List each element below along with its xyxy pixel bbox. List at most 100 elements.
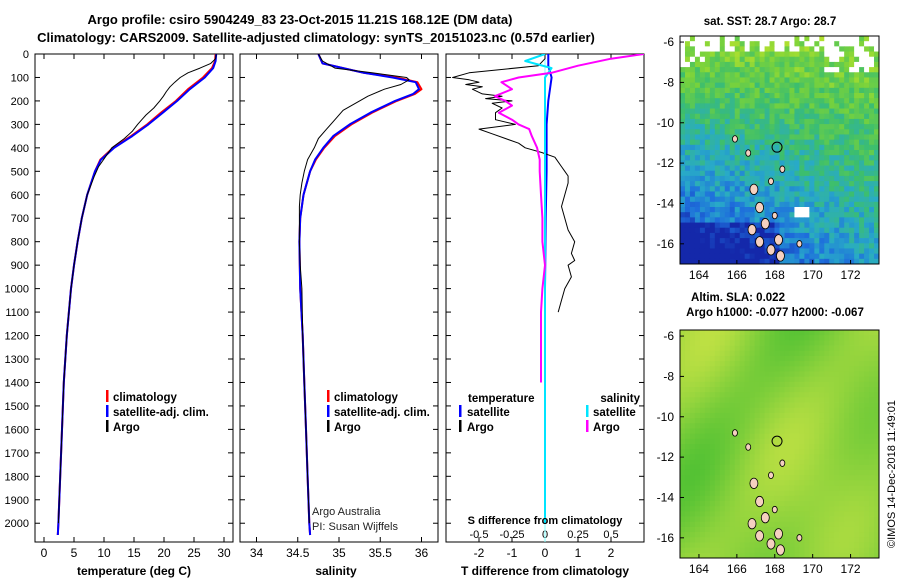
map-cell bbox=[789, 108, 795, 115]
map-cell bbox=[854, 103, 860, 109]
map-cell bbox=[874, 361, 879, 367]
map-cell bbox=[724, 459, 731, 466]
map-cell bbox=[739, 170, 746, 177]
map-cell bbox=[680, 51, 686, 58]
map-cell bbox=[769, 521, 775, 528]
map-cell bbox=[819, 330, 825, 336]
map-cell bbox=[794, 41, 800, 47]
map-cell bbox=[729, 526, 736, 533]
map-cell bbox=[709, 98, 716, 104]
map-cell bbox=[874, 547, 879, 554]
map-cell bbox=[859, 129, 865, 135]
map-cell bbox=[724, 67, 731, 73]
map-cell bbox=[834, 521, 840, 528]
map-cell bbox=[759, 160, 765, 166]
map-cell bbox=[799, 36, 805, 42]
map-cell bbox=[734, 532, 741, 538]
map-cell bbox=[769, 501, 775, 507]
map-cell bbox=[839, 402, 845, 409]
map-cell bbox=[874, 418, 879, 424]
map-cell bbox=[779, 454, 785, 460]
map-cell bbox=[789, 186, 795, 192]
map-cell bbox=[794, 542, 800, 549]
map-cell bbox=[714, 232, 721, 239]
map-cell bbox=[779, 428, 785, 435]
map-cell bbox=[779, 355, 785, 362]
map-cell bbox=[709, 381, 716, 388]
map-cell bbox=[714, 526, 721, 533]
map-cell bbox=[769, 361, 775, 367]
map-cell bbox=[729, 361, 736, 367]
map-cell bbox=[699, 82, 706, 89]
map-cell bbox=[799, 423, 805, 429]
map-cell bbox=[869, 134, 875, 141]
map-cell bbox=[809, 67, 815, 73]
map-cell bbox=[799, 526, 805, 533]
island bbox=[747, 224, 757, 236]
map-cell bbox=[789, 552, 795, 558]
map-cell bbox=[839, 46, 845, 52]
legend-swatch-t-satellite bbox=[459, 405, 462, 417]
map-cell bbox=[734, 181, 741, 187]
map-cell bbox=[724, 454, 731, 460]
map-cell bbox=[799, 46, 805, 52]
map-cell bbox=[699, 67, 706, 73]
map-cell bbox=[694, 150, 701, 156]
map-cell bbox=[809, 201, 815, 208]
map-cell bbox=[734, 495, 741, 502]
map-cell bbox=[699, 170, 706, 177]
map-cell bbox=[789, 542, 795, 549]
map-cell bbox=[724, 501, 731, 507]
map-cell bbox=[819, 139, 825, 146]
map-cell bbox=[759, 196, 765, 203]
map-cell bbox=[844, 150, 850, 156]
map-cell bbox=[759, 56, 765, 63]
map-cell bbox=[864, 51, 870, 58]
map-cell bbox=[809, 495, 815, 502]
map-cell bbox=[794, 469, 800, 476]
map-cell bbox=[804, 407, 810, 414]
map-cell bbox=[784, 506, 790, 512]
map-cell bbox=[749, 464, 756, 471]
map-cell bbox=[774, 469, 780, 476]
map-cell bbox=[874, 330, 879, 336]
map-cell bbox=[874, 222, 879, 229]
map-cell bbox=[704, 170, 711, 177]
map-cell bbox=[844, 444, 850, 450]
map-cell bbox=[784, 67, 790, 73]
map-cell bbox=[764, 253, 770, 260]
map-cell bbox=[689, 397, 696, 403]
map-cell bbox=[734, 521, 741, 528]
map-cell bbox=[819, 113, 825, 120]
map-cell bbox=[759, 227, 765, 234]
map-cell bbox=[779, 485, 785, 492]
map-cell bbox=[754, 227, 761, 234]
map-cell bbox=[849, 330, 855, 336]
legend-swatch-argo bbox=[327, 420, 330, 432]
map-cell bbox=[704, 521, 711, 528]
map-cell bbox=[764, 155, 770, 161]
map-cell bbox=[699, 381, 706, 388]
map-cell bbox=[709, 248, 716, 255]
map-cell bbox=[864, 464, 870, 471]
map-cell bbox=[689, 113, 696, 120]
map-cell bbox=[749, 77, 756, 84]
map-cell bbox=[859, 77, 865, 84]
map-cell bbox=[709, 552, 716, 558]
map-cell bbox=[794, 87, 800, 94]
map-cell bbox=[789, 412, 795, 419]
map-cell bbox=[839, 98, 845, 104]
map-cell bbox=[849, 521, 855, 528]
map-x-tick-label: 164 bbox=[689, 562, 709, 576]
map-cell bbox=[734, 77, 741, 84]
map-cell bbox=[874, 532, 879, 538]
map-cell bbox=[734, 516, 741, 523]
map-cell bbox=[724, 537, 731, 543]
map-cell bbox=[729, 248, 736, 255]
map-cell bbox=[684, 340, 691, 346]
map-cell bbox=[794, 475, 800, 481]
map-cell bbox=[694, 444, 701, 450]
map-cell bbox=[869, 82, 875, 89]
map-cell bbox=[804, 532, 810, 538]
map-cell bbox=[804, 181, 810, 187]
